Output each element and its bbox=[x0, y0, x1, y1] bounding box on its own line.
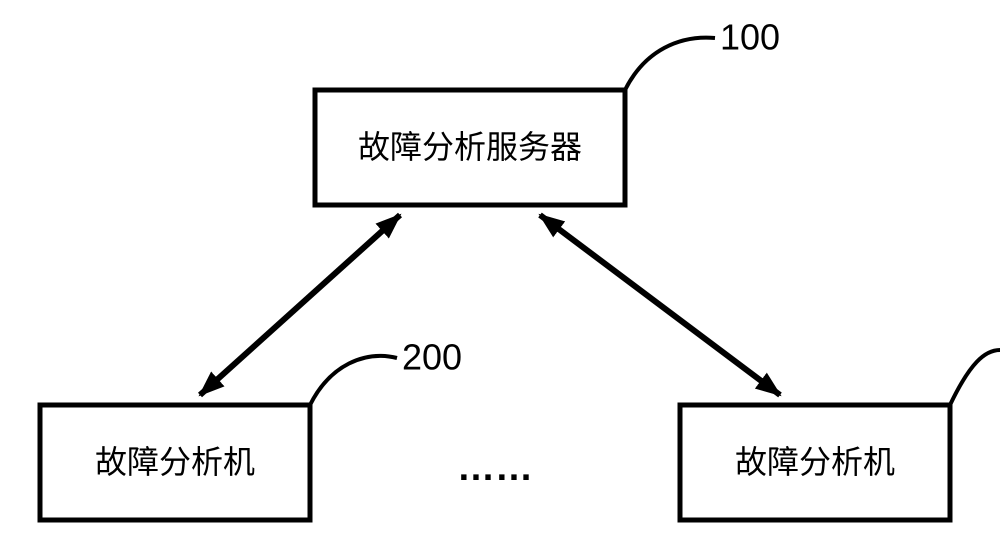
analyzer-right-label: 故障分析机 bbox=[735, 444, 895, 480]
label-top: 100 bbox=[720, 17, 780, 58]
label-left: 200 bbox=[402, 337, 462, 378]
diagram-canvas: 故障分析服务器 故障分析机 故障分析机 …… 100 200 200 bbox=[0, 0, 1000, 552]
analyzer-left-node: 故障分析机 bbox=[40, 405, 310, 520]
arrow-right bbox=[540, 215, 780, 395]
leader-left bbox=[310, 356, 397, 405]
leader-top bbox=[625, 38, 715, 90]
server-label: 故障分析服务器 bbox=[358, 129, 582, 165]
ellipsis-dots: …… bbox=[457, 447, 533, 489]
arrow-left bbox=[200, 215, 400, 395]
leader-right bbox=[950, 350, 1000, 405]
analyzer-right-node: 故障分析机 bbox=[680, 405, 950, 520]
analyzer-left-label: 故障分析机 bbox=[95, 444, 255, 480]
server-node: 故障分析服务器 bbox=[315, 90, 625, 205]
